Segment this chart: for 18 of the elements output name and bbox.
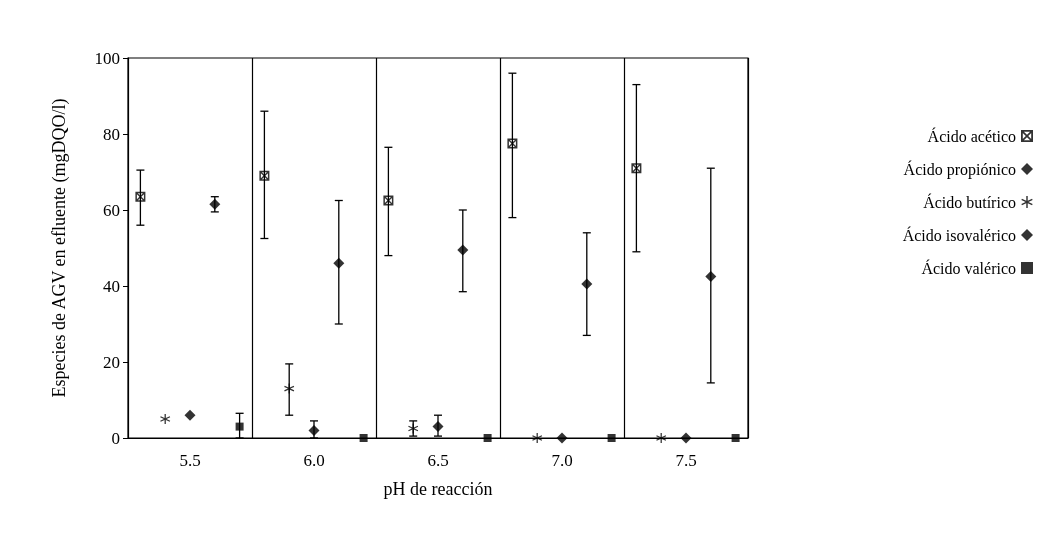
x-tick-label: 6.0: [303, 451, 325, 470]
y-tick-label: 100: [94, 48, 120, 68]
x-tick-label: 7.0: [551, 451, 573, 470]
legend-label: Ácido valérico: [921, 258, 1016, 277]
legend-label: Ácido acético: [927, 126, 1016, 145]
y-tick-label: 80: [103, 124, 120, 144]
x-axis-title: pH de reacción: [383, 479, 493, 499]
y-tick-label: 40: [103, 276, 120, 296]
x-tick-label: 7.5: [675, 451, 697, 470]
legend-label: Ácido propiónico: [903, 159, 1016, 179]
x-tick-label: 5.5: [179, 451, 201, 470]
y-tick-label: 20: [103, 352, 120, 372]
x-tick-label: 6.5: [427, 451, 449, 470]
legend-label: Ácido isovalérico: [902, 225, 1016, 244]
y-tick-label: 0: [111, 428, 120, 448]
y-tick-label: 60: [103, 200, 120, 220]
legend-label: Ácido butírico: [923, 192, 1016, 211]
y-axis-title: Especies de AGV en efluente (mgDQO/l): [49, 98, 70, 398]
